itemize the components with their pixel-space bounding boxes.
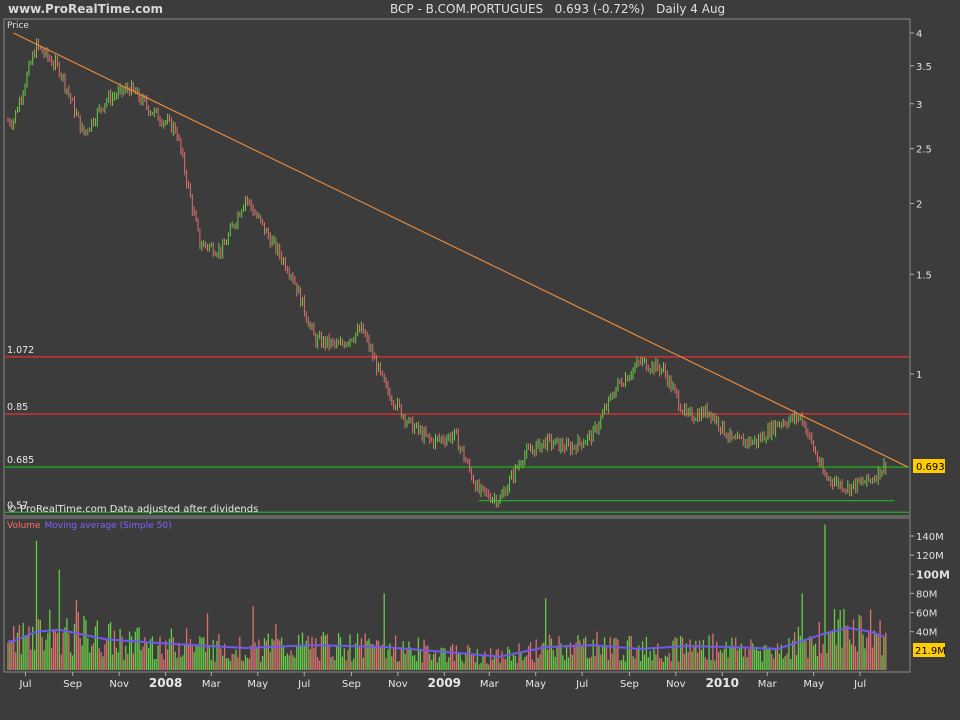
chart-title: BCP - B.COM.PORTUGUES 0.693 (-0.72%) Dai…: [390, 0, 725, 18]
time-tick-label: Mar: [202, 679, 222, 690]
volume-panel[interactable]: Volume Moving average (Simple 50) 140M 120…: [3, 517, 950, 673]
price-tick-label: 4: [916, 29, 922, 40]
volume-label: Volume: [7, 521, 41, 531]
time-tick-label: Jul: [18, 679, 31, 690]
price-tick-label: 3: [916, 100, 922, 111]
time-tick-label: Mar: [480, 679, 500, 690]
time-tick-label: Nov: [388, 679, 408, 690]
period: Daily: [656, 2, 687, 16]
time-tick-label: Mar: [758, 679, 778, 690]
volume-panel-title: Volume Moving average (Simple 50): [7, 521, 172, 531]
time-tick-label: Sep: [63, 679, 82, 690]
time-tick-label: Jul: [853, 679, 866, 690]
trendline: [13, 32, 909, 468]
volume-moving-average: [8, 626, 885, 658]
chart-header: www.ProRealTime.com BCP - B.COM.PORTUGUE…: [0, 0, 960, 18]
time-tick-label: Jul: [297, 679, 310, 690]
time-axis: Jul Sep Nov 2008 Mar May Jul Sep Nov 2009 Mar May Ju…: [18, 672, 866, 690]
price-panel[interactable]: Price 1.072 0.85 0.685 0.57 4 3.5 3 2.5 2 1.5 1 ©…: [3, 18, 945, 517]
volume-tick-label: 80M: [916, 589, 937, 600]
last-volume-label: 21.9M: [915, 646, 946, 657]
time-tick-label: May: [525, 679, 546, 690]
volume-tick-label: 120M: [916, 551, 944, 562]
price-tick-label: 2.5: [916, 145, 932, 156]
volume-tick-label: 100M: [916, 568, 950, 581]
price-series: [7, 38, 887, 508]
price-tick-label: 1: [916, 370, 922, 381]
volume-bars: [7, 524, 887, 670]
site-name[interactable]: www.ProRealTime.com: [8, 2, 163, 16]
last-volume-box: [913, 643, 945, 657]
time-tick-label: May: [247, 679, 268, 690]
price-axis: 4 3.5 3 2.5 2 1.5 1: [910, 29, 932, 381]
last-change: 0.693 (-0.72%): [554, 2, 645, 16]
time-tick-label: Nov: [666, 679, 686, 690]
price-tick-label: 3.5: [916, 62, 932, 73]
instrument-name: BCP - B.COM.PORTUGUES: [390, 2, 544, 16]
level-label: 0.685: [7, 455, 34, 466]
time-tick-label: 2010: [706, 676, 739, 690]
level-label: 0.85: [7, 402, 28, 413]
horizontal-levels: 1.072 0.85 0.685 0.57: [5, 345, 909, 513]
level-label: 1.072: [7, 345, 34, 356]
level-label: 0.57: [7, 500, 28, 511]
volume-tick-label: 140M: [916, 532, 944, 543]
volume-axis: 140M 120M 100M 80M 60M 40M: [910, 532, 950, 639]
time-tick-label: Sep: [620, 679, 639, 690]
time-tick-label: Nov: [109, 679, 129, 690]
time-tick-label: Jul: [575, 679, 588, 690]
last-date: 4 Aug: [690, 2, 726, 16]
last-price-label: 0.693: [916, 462, 945, 473]
price-tick-label: 2: [916, 200, 922, 211]
time-tick-label: 2009: [428, 676, 461, 690]
price-tick-label: 1.5: [916, 270, 932, 281]
price-panel-label: Price: [7, 21, 29, 31]
time-tick-label: May: [803, 679, 824, 690]
time-tick-label: 2008: [149, 676, 182, 690]
moving-average-line: [8, 626, 885, 658]
last-price-box: [913, 459, 945, 473]
volume-tick-label: 60M: [916, 609, 937, 620]
volume-tick-label: 40M: [916, 628, 937, 639]
time-tick-label: Sep: [342, 679, 361, 690]
data-note: © ProRealTime.com Data adjusted after di…: [7, 504, 258, 515]
ma-label: Moving average (Simple 50): [44, 521, 171, 531]
trendline-line: [13, 32, 909, 468]
